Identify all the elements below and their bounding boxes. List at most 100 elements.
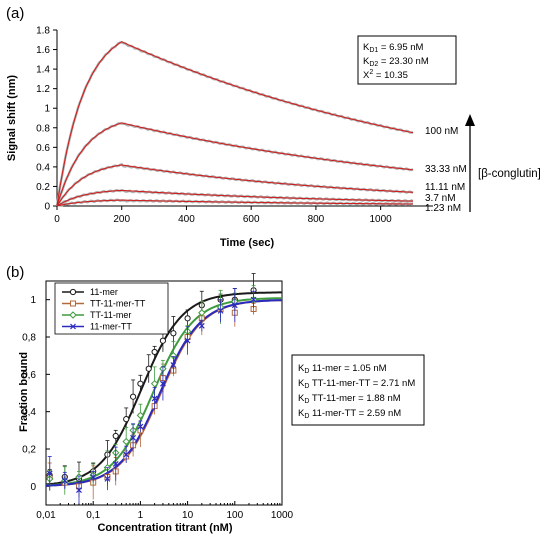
stats-line-chi2: X2 = 10.35 [363,69,408,81]
x-tick-label: 0,1 [86,510,100,521]
panel-a-x-axis-label: Time (sec) [220,237,275,249]
legend-label: 11-mer [90,287,118,297]
data-point [112,432,119,440]
data-point [70,323,76,330]
data-point [137,423,144,430]
panel-a-series-labels: 100 nM 33.33 nM 11.11 nM3.7 nM1.23 nM [425,126,467,214]
data-point [69,311,77,319]
legend-label: 11-mer-TT [90,322,132,332]
concentration-arrow [465,114,475,212]
data-point [184,315,191,322]
legend-label: TT-11-mer [90,310,131,320]
data-point [184,337,191,344]
stats-line-kd1: KD1 = 6.95 nM [363,42,424,54]
data-point [170,330,177,337]
panel-b-x-axis-label: Concentration titrant (nM) [97,522,232,534]
data-point [250,296,257,303]
panel-b-plot-frame [45,280,283,506]
data-point [231,302,238,309]
series-label: 1.23 nM [425,203,461,214]
x-tick-label: 1000 [370,214,393,225]
x-tick-label: 200 [113,214,130,225]
series-label: 100 nM [425,126,458,137]
fit-curve [56,164,414,207]
data-point [159,337,167,344]
panel-b-x-ticks: 0,01 0,1 1 10 100 1000 [36,501,294,521]
data-point [129,393,137,400]
panel-b-y-axis-label: Fraction bound [18,352,30,432]
data-point [69,288,77,296]
series-label: 33.33 nM [425,164,467,175]
y-tick-label: 1.2 [36,84,50,95]
panel-a-series [55,41,414,207]
x-tick-label: 0,01 [36,510,56,521]
data-point [137,380,144,387]
stats-line-kd2: KD2 = 23.30 nM [363,56,429,68]
panel-a-stats-box: KD1 = 6.95 nM KD2 = 23.30 nM X2 = 10.35 [357,35,457,85]
panel-a-y-axis-label: Signal shift (nm) [6,75,18,162]
data-point [123,451,130,458]
data-point [70,300,76,307]
panel-a-y-ticks: 0 0.2 0.4 0.6 0.8 1 1.2 1.4 1.6 1.8 [36,26,57,213]
data-point [104,475,111,482]
data-point [90,474,97,480]
raw-trace [55,122,414,207]
x-tick-label: 600 [243,214,260,225]
fit-curve [56,199,413,207]
y-tick-label: 0,6 [22,370,36,381]
fit-curve [56,41,414,207]
data-point [198,309,206,317]
x-tick-label: 800 [308,214,325,225]
y-tick-label: 0.6 [36,143,50,154]
panel-a: (a) 0 200 400 600 800 1000 0 0.2 0.4 0.6 0.8 1 1.2 1… [6,5,541,249]
data-point [130,434,137,441]
y-tick-label: 0.4 [36,162,50,173]
legend-label: TT-11-mer-TT [90,299,146,309]
x-tick-label: 100 [226,510,243,521]
x-tick-label: 0 [54,214,60,225]
data-point [217,307,224,314]
data-point [46,470,53,477]
data-point [123,416,130,423]
y-tick-label: 1.4 [36,65,50,76]
data-point [151,348,158,356]
y-tick-label: 0.8 [36,123,50,134]
data-point [150,379,159,388]
analyte-label: [β-conglutin] [478,168,541,180]
y-tick-label: 0,8 [22,333,36,344]
panel-a-stats-box-frame [357,35,457,85]
y-tick-label: 1.6 [36,45,50,56]
fit-curve [56,122,414,207]
y-tick-label: 0,2 [22,445,36,456]
panel-a-plot-area [56,30,433,207]
series-label: 11.11 nM [425,182,465,193]
data-point [76,487,82,493]
series-label: 3.7 nM [425,193,456,204]
x-tick-label: 1000 [271,510,294,521]
data-point [145,365,152,372]
data-point [112,461,119,467]
panel-b-frame [45,280,283,506]
fit-curve [56,189,413,207]
panel-b-stats-box-frame [291,354,425,426]
panel-b-label: (b) [6,264,24,281]
y-tick-label: 1 [30,295,36,306]
fit-curve [45,299,283,487]
panel-a-x-ticks: 0 200 400 600 800 1000 [54,206,392,225]
data-point [122,437,130,446]
x-tick-label: 1 [138,510,144,521]
data-point [151,395,158,402]
y-tick-label: 0 [30,482,36,493]
y-tick-label: 1.8 [36,26,50,37]
panel-b-stats-box: KD 11-mer = 1.05 nM KD TT-11-mer-TT = 2.… [291,354,425,426]
stats-line-11mer-tt: KD 11-mer-TT = 2.59 nM [298,408,401,420]
stats-line-tt-11mer: KD TT-11-mer = 1.88 nM [298,393,401,405]
stats-line-tt-11mer-tt: KD TT-11-mer-TT = 2.71 nM [298,378,415,390]
data-point [159,380,166,387]
x-tick-label: 400 [178,214,195,225]
y-tick-label: 0 [44,202,50,213]
data-point [198,322,205,329]
data-point [170,362,177,368]
